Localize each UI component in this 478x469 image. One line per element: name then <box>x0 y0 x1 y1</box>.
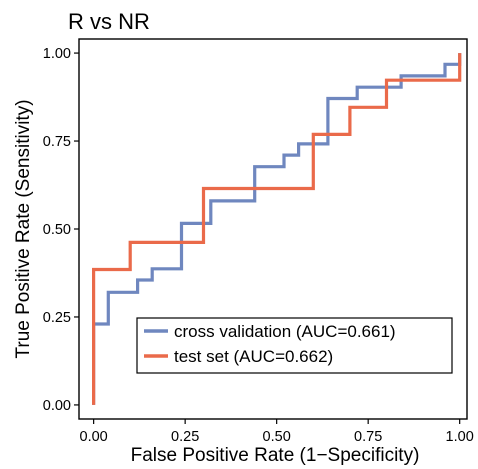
x-axis: 0.00 0.25 0.50 0.75 1.00 <box>80 419 474 445</box>
legend-box <box>136 317 453 374</box>
legend: cross validation (AUC=0.661) test set (A… <box>136 317 453 374</box>
x-tick-label: 1.00 <box>446 429 474 445</box>
series-line-cross-validation <box>91 53 462 405</box>
series-layer <box>91 53 462 405</box>
chart-title: R vs NR <box>68 9 150 34</box>
y-axis: 0.00 0.25 0.50 0.75 1.00 <box>43 46 79 414</box>
y-tick-label: 1.00 <box>43 46 71 62</box>
y-axis-title: True Positive Rate (Sensitivity) <box>13 99 34 358</box>
y-tick-label: 0.75 <box>43 134 71 150</box>
y-tick-label: 0.25 <box>43 310 71 326</box>
legend-label-cross-validation: cross validation (AUC=0.661) <box>174 322 396 341</box>
x-axis-title: False Positive Rate (1−Specificity) <box>131 445 420 466</box>
x-tick-label: 0.25 <box>171 429 199 445</box>
x-tick-label: 0.50 <box>263 429 291 445</box>
series-line-test-set <box>91 53 462 405</box>
y-tick-label: 0.00 <box>43 398 71 414</box>
x-tick-label: 0.75 <box>354 429 382 445</box>
y-tick-label: 0.50 <box>43 222 71 238</box>
x-tick-label: 0.00 <box>80 429 108 445</box>
legend-label-test-set: test set (AUC=0.662) <box>174 347 333 366</box>
